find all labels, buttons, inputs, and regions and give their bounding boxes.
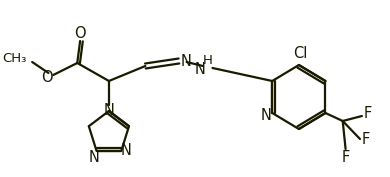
- Text: O: O: [74, 27, 86, 41]
- Text: N: N: [121, 143, 131, 158]
- Text: Cl: Cl: [294, 45, 308, 61]
- Text: F: F: [363, 107, 372, 121]
- Text: F: F: [342, 150, 350, 164]
- Text: N: N: [261, 107, 272, 122]
- Text: CH₃: CH₃: [2, 53, 27, 65]
- Text: N: N: [180, 53, 191, 68]
- Text: N: N: [195, 61, 206, 76]
- Text: N: N: [103, 103, 114, 118]
- Text: O: O: [41, 70, 52, 84]
- Text: F: F: [362, 132, 370, 147]
- Text: H: H: [203, 55, 213, 67]
- Text: N: N: [88, 150, 99, 165]
